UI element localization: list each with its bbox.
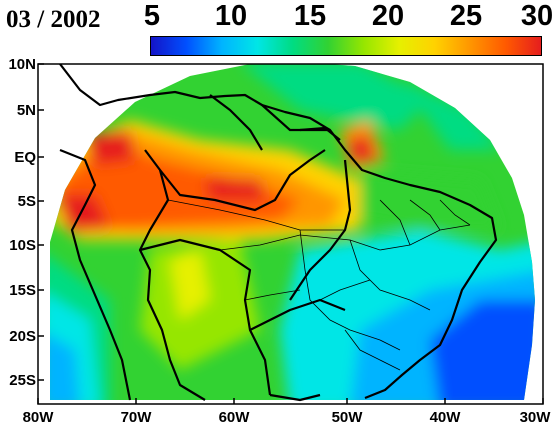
lat-label-15s: 15S [9,282,36,299]
colorbar-label-10: 10 [214,0,248,32]
lon-label-70w: 70W [121,409,153,426]
colorbar-label-20: 20 [371,0,405,32]
field-blue-se [430,300,535,400]
lon-label-80w: 80W [23,409,55,426]
lat-label-5n: 5N [17,102,36,119]
lat-label-5s: 5S [18,193,36,210]
lon-label-50w: 50W [332,409,364,426]
field-teal-n [240,64,430,130]
map-title: 03 / 2002 [6,6,101,33]
coastline [59,64,498,402]
tick-marks [37,63,544,404]
lon-label-40w: 40W [430,409,462,426]
field-yellow-s [170,250,210,320]
colorbar-label-30: 30 [520,0,554,32]
colorbar-label-25: 25 [449,0,483,32]
field-red-mouth [348,135,376,162]
lat-label-20s: 20S [9,328,36,345]
lat-label-25s: 25S [9,372,36,389]
field-red-center [205,178,265,200]
lon-label-30w: 30W [520,409,552,426]
colorbar-label-15: 15 [293,0,327,32]
lat-label-10n: 10N [8,56,36,73]
colorbar [150,36,542,56]
state-borders [167,199,471,371]
map-frame [37,63,544,405]
field-red-nw [85,130,135,165]
field-red-west [55,195,110,232]
field-darkorange-band [55,145,300,230]
lon-label-60w: 60W [219,409,251,426]
lat-label-10s: 10S [9,237,36,254]
field-teal-ne [400,80,500,150]
data-field [50,64,535,400]
lat-label-eq: EQ [14,149,36,166]
colorbar-label-5: 5 [143,0,161,32]
field-lightblue-w [50,330,80,400]
